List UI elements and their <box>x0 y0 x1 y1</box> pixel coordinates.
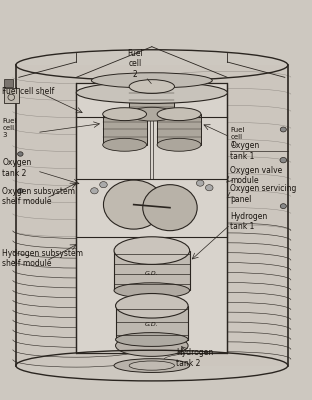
Ellipse shape <box>157 138 201 151</box>
Bar <box>4 88 19 104</box>
Text: Oxygen
tank 1: Oxygen tank 1 <box>231 141 260 161</box>
Ellipse shape <box>114 359 190 372</box>
Text: Oxygen
tank 2: Oxygen tank 2 <box>2 158 32 178</box>
Ellipse shape <box>129 80 174 94</box>
Ellipse shape <box>129 361 174 370</box>
Ellipse shape <box>143 185 197 231</box>
Ellipse shape <box>17 152 23 156</box>
Text: Fuel
cell
1: Fuel cell 1 <box>231 127 245 147</box>
Text: G.D.: G.D. <box>145 271 159 276</box>
Bar <box>103 114 147 145</box>
Ellipse shape <box>115 333 188 346</box>
Ellipse shape <box>115 335 188 356</box>
Text: Oxygen valve
module: Oxygen valve module <box>231 166 283 185</box>
Ellipse shape <box>280 204 286 208</box>
Bar <box>129 86 174 114</box>
Text: Hydrogen subsystem
shelf module: Hydrogen subsystem shelf module <box>2 249 83 268</box>
Ellipse shape <box>100 182 107 188</box>
Bar <box>76 84 227 353</box>
Ellipse shape <box>206 185 213 191</box>
Text: Fuel
cell
3: Fuel cell 3 <box>2 118 17 138</box>
Text: Fuel
cell
2: Fuel cell 2 <box>127 49 143 79</box>
Ellipse shape <box>280 158 287 163</box>
Text: Oxygen subsystem
shelf module: Oxygen subsystem shelf module <box>2 188 75 206</box>
Text: Hydrogen
tank 1: Hydrogen tank 1 <box>231 212 268 231</box>
Bar <box>157 114 201 145</box>
Bar <box>114 250 190 290</box>
Ellipse shape <box>129 107 174 121</box>
Text: Fuel cell shelf: Fuel cell shelf <box>2 87 55 96</box>
Bar <box>4 79 13 86</box>
Ellipse shape <box>115 294 188 318</box>
Ellipse shape <box>17 188 23 193</box>
Text: Hydrogen
tank 2: Hydrogen tank 2 <box>176 348 213 368</box>
Ellipse shape <box>114 237 190 264</box>
Bar <box>115 306 188 340</box>
Text: G.D.: G.D. <box>145 322 159 327</box>
Ellipse shape <box>157 108 201 120</box>
Ellipse shape <box>76 82 227 104</box>
Ellipse shape <box>90 188 98 194</box>
Ellipse shape <box>280 127 286 132</box>
Ellipse shape <box>114 283 190 298</box>
Ellipse shape <box>103 138 147 151</box>
Text: Oxygen servicing
panel: Oxygen servicing panel <box>231 184 297 204</box>
Polygon shape <box>16 65 288 366</box>
Ellipse shape <box>104 180 164 229</box>
Ellipse shape <box>197 180 204 186</box>
Ellipse shape <box>103 108 147 120</box>
Ellipse shape <box>91 73 212 88</box>
